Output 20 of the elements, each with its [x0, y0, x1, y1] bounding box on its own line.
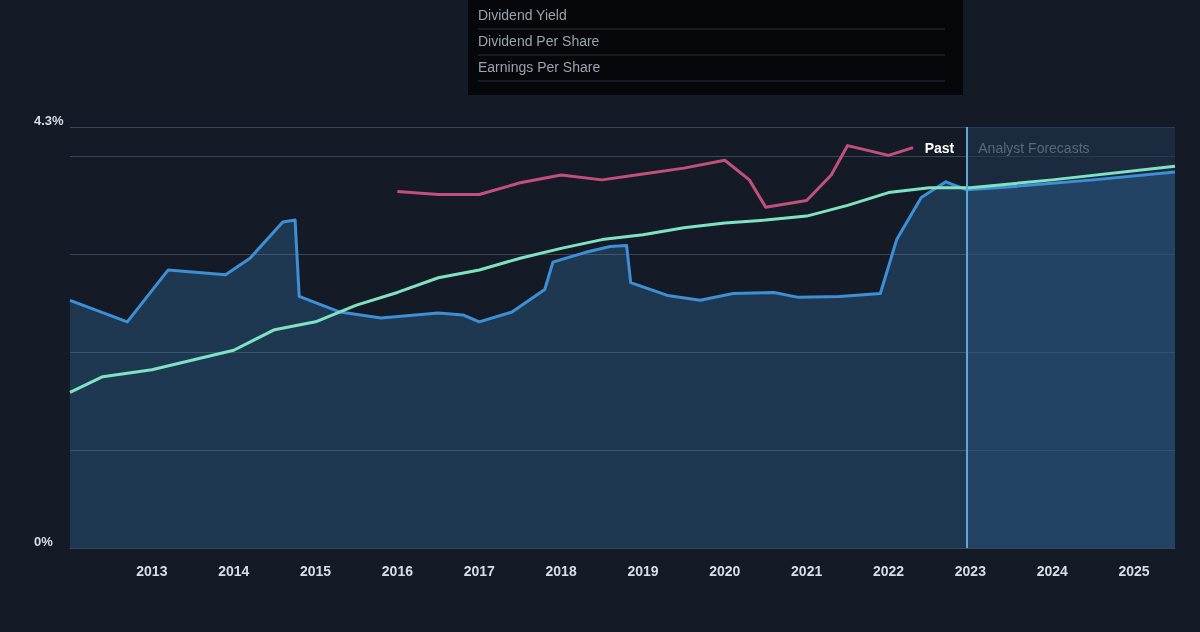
- x-tick-label: 2016: [381, 563, 414, 579]
- x-tick-label: 2023: [954, 563, 987, 579]
- text: Earnings Per Share: [478, 59, 601, 75]
- x-tick-label: 2022: [872, 563, 905, 579]
- x-tick-label: 2021: [791, 563, 823, 579]
- text: Dividend Yield: [478, 7, 567, 23]
- y-tick-label: 4.3%: [34, 113, 65, 128]
- band-label: Analyst Forecasts: [978, 140, 1090, 156]
- ref-line-label: Past: [924, 140, 955, 156]
- x-tick-label: 2024: [1036, 563, 1068, 579]
- x-tick-label: 2017: [463, 563, 496, 579]
- x-tick-label: 2015: [299, 563, 332, 579]
- x-tick-label: 2014: [218, 563, 250, 579]
- x-tick-label: 2013: [136, 563, 168, 579]
- x-tick-label: 2019: [627, 563, 659, 579]
- x-tick-label: 2020: [709, 563, 741, 579]
- text: Dividend Per Share: [478, 33, 600, 49]
- x-tick-label: 2025: [1118, 563, 1150, 579]
- x-tick-label: 2018: [545, 563, 577, 579]
- y-tick-label: 0%: [34, 534, 54, 549]
